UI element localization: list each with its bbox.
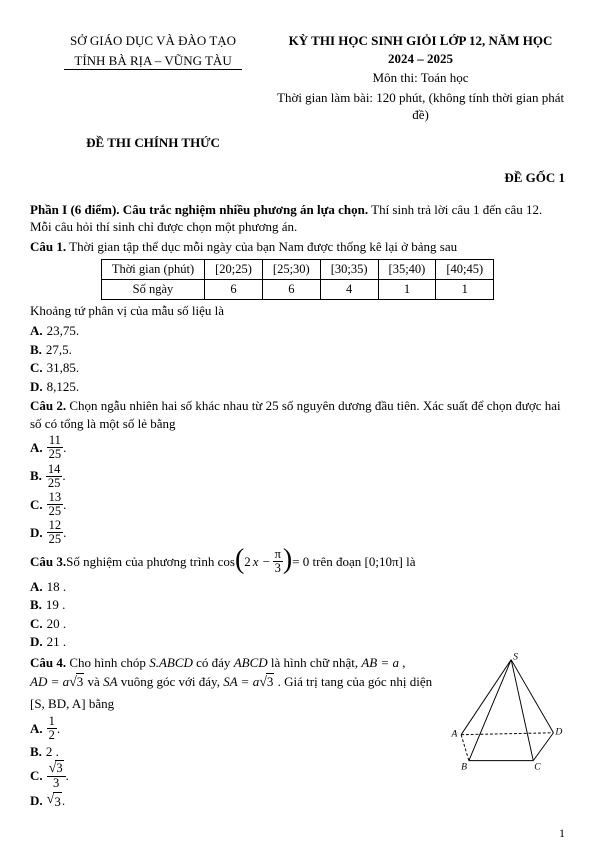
province-line: TỈNH BÀ RỊA – VŨNG TÀU (30, 52, 276, 71)
q3-opt-c: C. 20 . (30, 615, 565, 633)
q2-opt-c: C. 1325 . (30, 491, 565, 518)
exam-code: ĐỀ GỐC 1 (30, 169, 565, 187)
svg-text:A: A (451, 728, 458, 739)
cell: 1 (436, 280, 494, 300)
q2-text: Chọn ngẫu nhiên hai số khác nhau từ 25 s… (30, 398, 561, 431)
q1-table: Thời gian (phút) [20;25) [25;30) [30;35)… (101, 259, 494, 300)
row1-label: Thời gian (phút) (101, 260, 204, 280)
cell: 6 (205, 280, 263, 300)
svg-text:S: S (513, 652, 518, 663)
cell: [30;35) (320, 260, 378, 280)
cell: [35;40) (378, 260, 436, 280)
q2-opt-a: A. 1125 . (30, 434, 565, 461)
table-row: Thời gian (phút) [20;25) [25;30) [30;35)… (101, 260, 493, 280)
q4-block: Câu 4. Cho hình chóp S.ABCD có đáy ABCD … (30, 652, 565, 811)
q3-opt-a: A. 18 . (30, 578, 565, 596)
svg-text:B: B (461, 761, 467, 772)
svg-text:C: C (534, 761, 541, 772)
exam-title: KỲ THI HỌC SINH GIỎI LỚP 12, NĂM HỌC 202… (276, 32, 565, 67)
q1-opt-d: D. 8,125. (30, 378, 565, 396)
q4-line2: AD = a√3 và SA vuông góc với đáy, SA = a… (30, 673, 440, 693)
cell: 6 (262, 280, 320, 300)
q3-inner: 2x − π3 (244, 548, 283, 575)
province-text: TỈNH BÀ RỊA – VŨNG TÀU (64, 52, 241, 71)
cell: [20;25) (205, 260, 263, 280)
subject-line: Môn thi: Toán học (276, 69, 565, 87)
q4-line1: Câu 4. Cho hình chóp S.ABCD có đáy ABCD … (30, 654, 440, 672)
cell: 4 (320, 280, 378, 300)
part1-heading: Phần I (6 điểm). Câu trắc nghiệm nhiều p… (30, 201, 565, 236)
q2-label: Câu 2. (30, 398, 66, 413)
dept-line: SỞ GIÁO DỤC VÀ ĐÀO TẠO (30, 32, 276, 50)
part1-bold: Phần I (6 điểm). Câu trắc nghiệm nhiều p… (30, 202, 368, 217)
page-number: 1 (30, 825, 565, 841)
q3-opt-b: B. 19 . (30, 596, 565, 614)
q1-text: Thời gian tập thể dục mỗi ngày của bạn N… (66, 239, 457, 254)
q4-line3: [S, BD, A] bằng (30, 695, 440, 713)
q1-tail: Khoảng tứ phân vị của mẫu số liệu là (30, 302, 565, 320)
header: SỞ GIÁO DỤC VÀ ĐÀO TẠO TỈNH BÀ RỊA – VŨN… (30, 30, 565, 126)
q2-stem: Câu 2. Chọn ngẫu nhiên hai số khác nhau … (30, 397, 565, 432)
q3-post: = 0 trên đoạn [0;10π] là (292, 553, 415, 571)
q1-opt-c: C. 31,85. (30, 359, 565, 377)
q4-opt-d: D. √3 . (30, 791, 440, 810)
q4-figure: S A B C D (440, 652, 565, 777)
table-row: Số ngày 6 6 4 1 1 (101, 280, 493, 300)
q2-opt-b: B. 1425 . (30, 463, 565, 490)
q4-opt-b: B. 2 . (30, 743, 440, 761)
svg-text:D: D (554, 726, 562, 737)
pyramid-icon: S A B C D (440, 652, 565, 777)
q3-label: Câu 3. (30, 553, 66, 571)
q4-opt-c: C. √33 . (30, 762, 440, 791)
q1-opt-a: A. 23,75. (30, 322, 565, 340)
q2-opt-d: D. 1225 . (30, 519, 565, 546)
row2-label: Số ngày (101, 280, 204, 300)
q3-pre: Số nghiệm của phương trình cos (66, 553, 235, 571)
q3-stem: Câu 3. Số nghiệm của phương trình cos ( … (30, 548, 565, 575)
header-left: SỞ GIÁO DỤC VÀ ĐÀO TẠO TỈNH BÀ RỊA – VŨN… (30, 30, 276, 126)
header-right: KỲ THI HỌC SINH GIỎI LỚP 12, NĂM HỌC 202… (276, 30, 565, 126)
duration-line: Thời gian làm bài: 120 phút, (không tính… (276, 89, 565, 124)
official-label: ĐỀ THI CHÍNH THỨC (30, 134, 276, 152)
q3-opt-d: D. 21 . (30, 633, 565, 651)
q4-text: Câu 4. Cho hình chóp S.ABCD có đáy ABCD … (30, 652, 440, 811)
q4-opt-a: A. 12 . (30, 715, 440, 742)
cell: [25;30) (262, 260, 320, 280)
q1-opt-b: B. 27,5. (30, 341, 565, 359)
q1-label: Câu 1. (30, 239, 66, 254)
cell: [40;45) (436, 260, 494, 280)
cell: 1 (378, 280, 436, 300)
q1-stem: Câu 1. Thời gian tập thể dục mỗi ngày củ… (30, 238, 565, 256)
